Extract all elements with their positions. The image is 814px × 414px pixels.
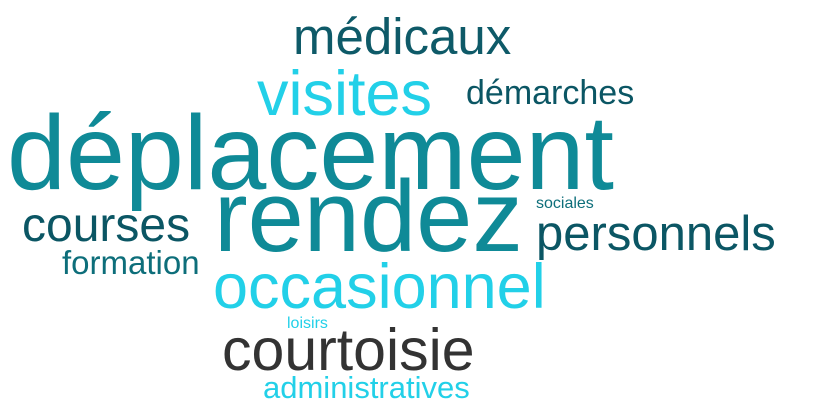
word-courtoisie: courtoisie bbox=[222, 317, 475, 383]
word-visites: visites bbox=[257, 59, 433, 129]
word-administratives: administratives bbox=[263, 370, 470, 405]
word-loisirs: loisirs bbox=[287, 315, 328, 332]
word-personnels: personnels bbox=[536, 207, 776, 261]
word-sociales: sociales bbox=[536, 195, 594, 212]
word-medicaux: médicaux bbox=[293, 8, 512, 65]
word-demarches: démarches bbox=[466, 74, 635, 112]
word-formation: formation bbox=[62, 244, 200, 281]
word-occasionnel: occasionnel bbox=[213, 252, 546, 322]
word-rendez: rendez bbox=[214, 161, 523, 273]
word-deplacement: déplacement bbox=[7, 94, 614, 212]
word-courses: courses bbox=[22, 199, 191, 252]
